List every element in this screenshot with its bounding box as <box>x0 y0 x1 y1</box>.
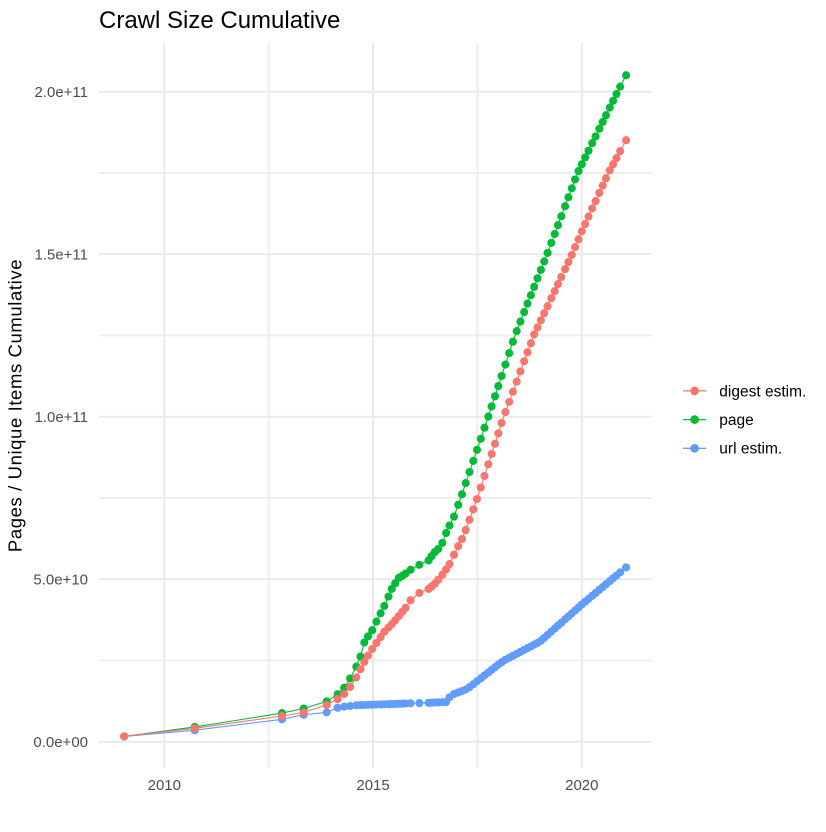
svg-text:2015: 2015 <box>356 777 389 794</box>
svg-text:digest estim.: digest estim. <box>719 383 806 400</box>
svg-text:2020: 2020 <box>565 777 598 794</box>
svg-text:5.0e+10: 5.0e+10 <box>33 572 88 589</box>
svg-text:2.0e+11: 2.0e+11 <box>34 84 88 101</box>
svg-text:page: page <box>719 412 753 429</box>
svg-text:1.5e+11: 1.5e+11 <box>34 247 88 264</box>
svg-text:Crawl Size Cumulative: Crawl Size Cumulative <box>99 7 340 34</box>
svg-text:Pages / Unique Items Cumulativ: Pages / Unique Items Cumulative <box>4 259 25 552</box>
svg-text:url estim.: url estim. <box>719 441 782 458</box>
svg-text:0.0e+00: 0.0e+00 <box>33 734 88 751</box>
svg-text:1.0e+11: 1.0e+11 <box>34 409 88 426</box>
svg-text:2010: 2010 <box>148 777 181 794</box>
